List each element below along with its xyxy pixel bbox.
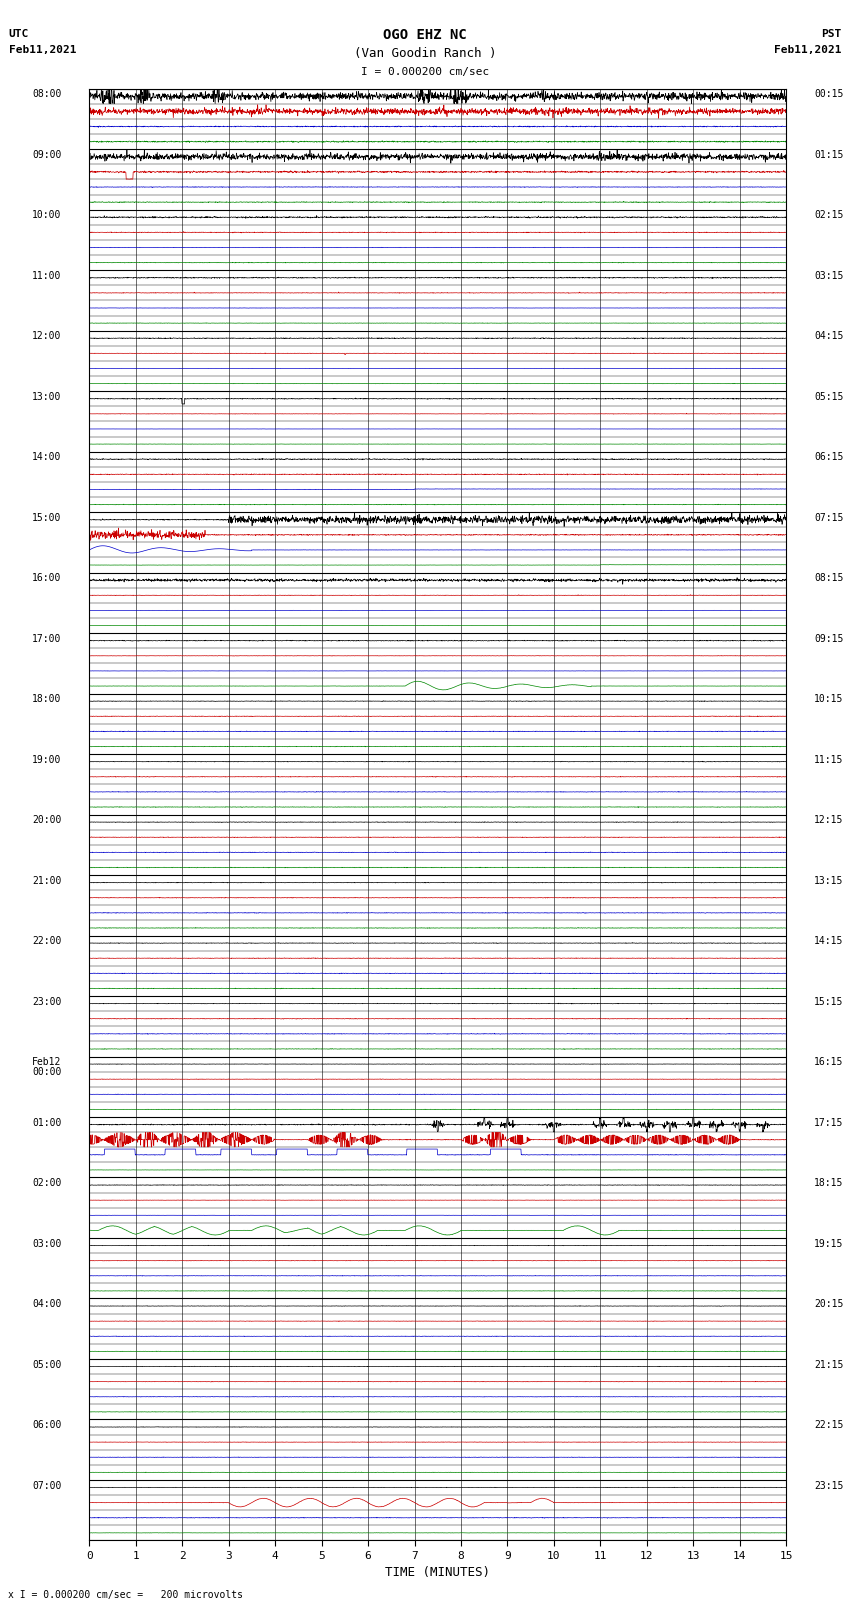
Text: 16:00: 16:00 [32, 573, 61, 584]
Text: 07:15: 07:15 [814, 513, 843, 523]
Text: 02:15: 02:15 [814, 210, 843, 221]
Text: 15:15: 15:15 [814, 997, 843, 1007]
Text: 00:00: 00:00 [32, 1068, 61, 1077]
Text: 23:00: 23:00 [32, 997, 61, 1007]
Text: I = 0.000200 cm/sec: I = 0.000200 cm/sec [361, 68, 489, 77]
Text: 04:15: 04:15 [814, 331, 843, 342]
Text: x I = 0.000200 cm/sec =   200 microvolts: x I = 0.000200 cm/sec = 200 microvolts [8, 1590, 243, 1600]
Text: PST: PST [821, 29, 842, 39]
Text: 08:00: 08:00 [32, 89, 61, 100]
Text: 20:15: 20:15 [814, 1298, 843, 1310]
Text: 11:15: 11:15 [814, 755, 843, 765]
Text: UTC: UTC [8, 29, 29, 39]
Text: 23:15: 23:15 [814, 1481, 843, 1490]
Text: Feb11,2021: Feb11,2021 [774, 45, 842, 55]
Text: 03:15: 03:15 [814, 271, 843, 281]
Text: 14:15: 14:15 [814, 936, 843, 947]
Text: 00:15: 00:15 [814, 89, 843, 100]
Text: 16:15: 16:15 [814, 1057, 843, 1068]
Text: 10:15: 10:15 [814, 694, 843, 705]
Text: 08:15: 08:15 [814, 573, 843, 584]
Text: 03:00: 03:00 [32, 1239, 61, 1248]
Text: 09:15: 09:15 [814, 634, 843, 644]
Text: 12:15: 12:15 [814, 815, 843, 826]
Text: 18:00: 18:00 [32, 694, 61, 705]
Text: 14:00: 14:00 [32, 452, 61, 463]
Text: 12:00: 12:00 [32, 331, 61, 342]
Text: 17:15: 17:15 [814, 1118, 843, 1127]
Text: 01:00: 01:00 [32, 1118, 61, 1127]
Text: 06:00: 06:00 [32, 1419, 61, 1431]
Text: 13:15: 13:15 [814, 876, 843, 886]
Text: 05:15: 05:15 [814, 392, 843, 402]
Text: 15:00: 15:00 [32, 513, 61, 523]
Text: 18:15: 18:15 [814, 1177, 843, 1189]
Text: OGO EHZ NC: OGO EHZ NC [383, 27, 467, 42]
Text: Feb12: Feb12 [32, 1057, 61, 1068]
Text: 20:00: 20:00 [32, 815, 61, 826]
Text: 19:15: 19:15 [814, 1239, 843, 1248]
Text: (Van Goodin Ranch ): (Van Goodin Ranch ) [354, 47, 496, 60]
Text: 10:00: 10:00 [32, 210, 61, 221]
Text: 01:15: 01:15 [814, 150, 843, 160]
Text: 22:15: 22:15 [814, 1419, 843, 1431]
Text: 11:00: 11:00 [32, 271, 61, 281]
Text: 04:00: 04:00 [32, 1298, 61, 1310]
Text: 02:00: 02:00 [32, 1177, 61, 1189]
Text: 05:00: 05:00 [32, 1360, 61, 1369]
Text: 21:15: 21:15 [814, 1360, 843, 1369]
Text: 06:15: 06:15 [814, 452, 843, 463]
X-axis label: TIME (MINUTES): TIME (MINUTES) [385, 1566, 490, 1579]
Text: 21:00: 21:00 [32, 876, 61, 886]
Text: Feb11,2021: Feb11,2021 [8, 45, 76, 55]
Text: 13:00: 13:00 [32, 392, 61, 402]
Text: 07:00: 07:00 [32, 1481, 61, 1490]
Text: 17:00: 17:00 [32, 634, 61, 644]
Text: 22:00: 22:00 [32, 936, 61, 947]
Text: 09:00: 09:00 [32, 150, 61, 160]
Text: 19:00: 19:00 [32, 755, 61, 765]
